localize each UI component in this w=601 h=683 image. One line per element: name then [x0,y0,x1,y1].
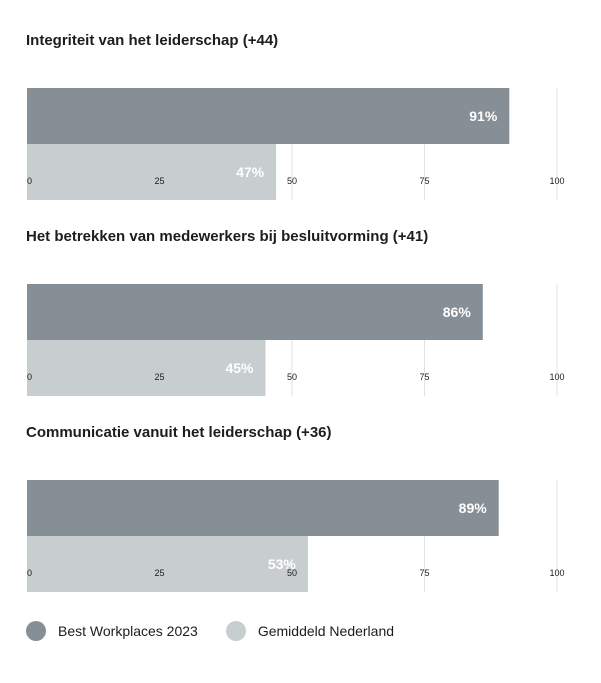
bar-value-label: 89% [459,500,488,516]
chart-title: Integriteit van het leiderschap (+44) [26,32,278,49]
legend-swatch-avg [225,621,246,641]
chart-title: Het betrekken van medewerkers bij beslui… [26,228,428,245]
bar-value-label: 45% [225,360,254,376]
x-tick-label: 25 [154,568,164,578]
x-tick-label: 0 [27,568,32,578]
x-tick-label: 100 [549,176,564,186]
legend: Best Workplaces 2023 Gemiddeld Nederland [26,619,422,643]
chart-title: Communicatie vanuit het leiderschap (+36… [26,424,332,441]
bar-avg [27,144,277,200]
legend-item-best: Best Workplaces 2023 [26,621,198,641]
bar-best [27,88,510,144]
legend-swatch-best [26,621,46,641]
x-tick-label: 75 [419,372,429,382]
x-tick-label: 0 [27,372,32,382]
bar-value-label: 86% [443,304,472,320]
bar-avg [27,536,308,592]
bar-value-label: 53% [268,556,297,572]
legend-item-avg: Gemiddeld Nederland [225,621,395,641]
x-tick-label: 75 [419,568,429,578]
bar-value-label: 47% [236,164,265,180]
bar-value-label: 91% [469,108,498,124]
x-tick-label: 50 [287,176,297,186]
x-tick-label: 100 [549,568,564,578]
x-tick-label: 75 [419,176,429,186]
x-tick-label: 100 [549,372,564,382]
legend-label-best: Best Workplaces 2023 [58,623,198,639]
x-tick-label: 50 [287,372,297,382]
legend-label-avg: Gemiddeld Nederland [257,623,395,639]
x-tick-label: 25 [154,372,164,382]
x-tick-label: 0 [27,176,32,186]
bar-best [27,284,483,340]
x-tick-label: 50 [287,568,297,578]
bar-best [27,480,499,536]
bar-avg [27,340,266,396]
x-tick-label: 25 [154,176,164,186]
